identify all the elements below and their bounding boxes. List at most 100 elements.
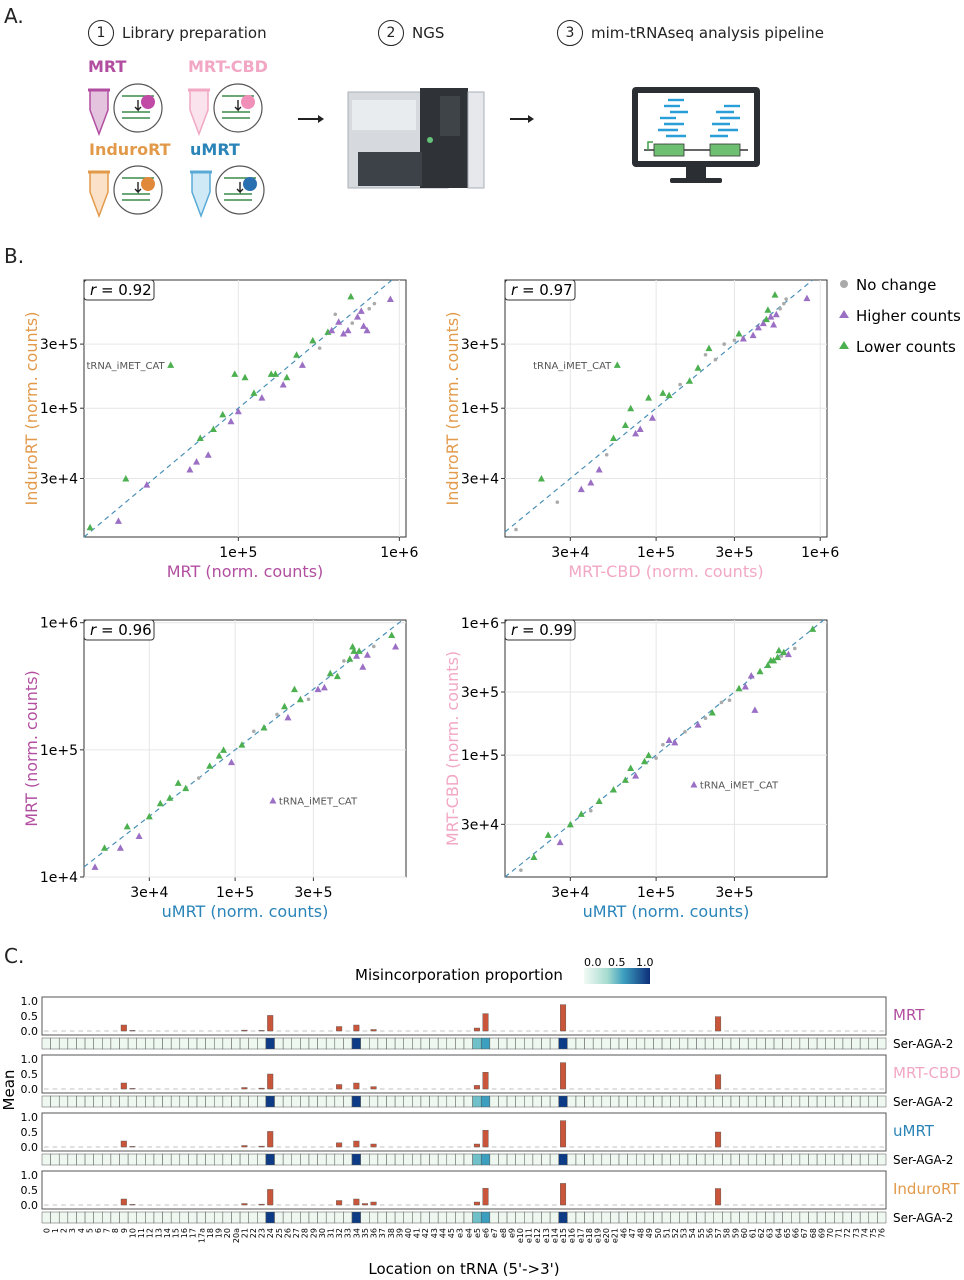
point-lower-counts	[215, 752, 223, 759]
position-label: 64	[774, 1228, 783, 1238]
r-value: r = 0.92	[90, 281, 152, 299]
point-higher-counts	[595, 465, 603, 473]
point-lower-counts	[537, 474, 545, 482]
position-label: 74	[860, 1228, 869, 1238]
heat-cell	[369, 1211, 379, 1224]
heat-cell	[196, 1095, 206, 1108]
heat-cell	[670, 1037, 680, 1050]
point-higher-counts	[114, 517, 122, 524]
heat-cell	[179, 1037, 189, 1050]
heat-cell	[325, 1037, 336, 1050]
heat-cell	[153, 1211, 163, 1224]
position-label: e15	[559, 1228, 568, 1243]
point-lower-counts	[349, 642, 357, 650]
heat-cell	[429, 1037, 439, 1050]
bar-mark	[353, 1140, 360, 1148]
bar-frame	[41, 1170, 887, 1210]
heat-cell	[567, 1211, 577, 1224]
heat-cell	[248, 1095, 258, 1108]
point-no-change	[727, 698, 732, 703]
heat-cell	[58, 1095, 69, 1108]
heat-cell	[282, 1095, 293, 1108]
heat-cell	[825, 1095, 835, 1108]
bar-mark	[129, 1088, 136, 1090]
bar-mark	[336, 1026, 343, 1032]
heat-cell	[791, 1095, 801, 1108]
heat-cell	[308, 1037, 318, 1050]
point-higher-counts	[227, 417, 235, 425]
heat-cell	[334, 1211, 344, 1224]
point-higher-counts	[340, 329, 348, 337]
heat-cell	[575, 1095, 585, 1108]
heat-cell	[722, 1211, 732, 1224]
y-tick-label: 0.5	[21, 1184, 39, 1197]
position-label: e13	[542, 1228, 551, 1243]
bar-mark	[336, 1200, 343, 1206]
heat-cell	[696, 1153, 706, 1166]
heat-cell	[644, 1095, 654, 1108]
outlier-label: tRNA_iMET_CAT	[700, 781, 779, 792]
point-lower-counts	[101, 844, 109, 851]
heat-cell	[515, 1211, 525, 1224]
r-box	[504, 279, 576, 301]
y-tick-label: 3e+4	[461, 471, 499, 487]
heat-cell	[394, 1037, 404, 1050]
sequencer-icon	[347, 88, 485, 189]
bar-mark	[336, 1142, 343, 1148]
heat-cell	[532, 1211, 542, 1224]
scatter-plot-2: 3e+4 1e+5 3e+5 1e+6 3e+4 1e+5 3e+5 tRNA_iMET_CA…	[443, 279, 839, 581]
heat-cell	[635, 1153, 646, 1166]
point-higher-counts	[747, 671, 755, 679]
heat-cell	[842, 1211, 852, 1224]
heat-cell	[196, 1037, 206, 1050]
step-library-preparation: 1 Library preparation	[88, 20, 267, 46]
heat-cell	[472, 1211, 482, 1224]
heat-cell	[420, 1153, 430, 1166]
misincorporation-row-MRT-CBD: 1.0 0.5 0.0 MRT-CBD Ser-AGA-2	[21, 1053, 961, 1109]
step-number-3: 3	[557, 20, 583, 46]
heat-cell	[696, 1037, 706, 1050]
position-label: 14	[163, 1228, 172, 1238]
heat-cell	[567, 1095, 577, 1108]
heat-cell	[842, 1037, 852, 1050]
bar-mark	[120, 1082, 127, 1090]
point-higher-counts	[91, 863, 99, 870]
heat-cell	[713, 1037, 723, 1050]
heat-cell	[429, 1211, 439, 1224]
heat-cell	[618, 1211, 628, 1224]
point-lower-counts	[196, 434, 204, 442]
heat-cell	[670, 1095, 680, 1108]
heat-cell	[696, 1211, 706, 1224]
heat-cell	[567, 1153, 577, 1166]
panel-a-illustration	[88, 83, 760, 219]
position-label: 38	[387, 1228, 396, 1238]
point-no-change	[275, 712, 279, 717]
heat-cell	[825, 1153, 835, 1166]
panel-c-letter: C.	[4, 944, 25, 968]
heat-cell	[351, 1211, 361, 1224]
heat-cell	[351, 1095, 361, 1108]
position-label: 55	[697, 1228, 706, 1238]
point-higher-counts	[587, 478, 595, 486]
heat-cell	[816, 1037, 826, 1050]
heat-cell	[765, 1095, 775, 1108]
heat-cell	[41, 1095, 51, 1108]
bar-mark	[129, 1146, 136, 1148]
bar-mark	[482, 1129, 489, 1148]
point-higher-counts	[354, 313, 362, 320]
position-label: 30	[318, 1228, 327, 1238]
heat-cell	[102, 1095, 112, 1108]
bar-mark	[258, 1145, 265, 1148]
heat-cell	[480, 1037, 491, 1050]
heat-cell	[575, 1037, 585, 1050]
point-higher-counts	[363, 326, 371, 334]
heat-cell	[799, 1095, 809, 1108]
position-label: 25	[275, 1228, 284, 1238]
x-tick-label: 3e+4	[130, 885, 168, 901]
bar-mark	[129, 1204, 136, 1206]
bar-mark	[370, 1086, 377, 1090]
heat-cell	[868, 1095, 878, 1108]
heat-cell	[877, 1037, 887, 1050]
position-label: 26	[283, 1228, 292, 1238]
heat-cell	[704, 1037, 715, 1050]
